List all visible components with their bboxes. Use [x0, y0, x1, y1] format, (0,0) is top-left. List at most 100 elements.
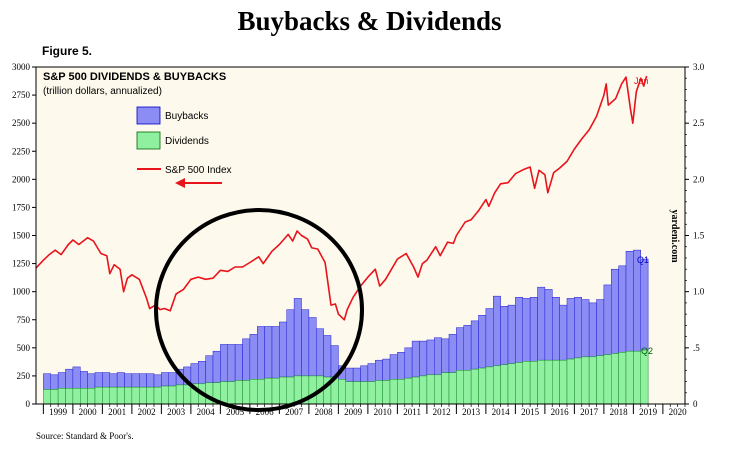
- dividend-bar: [345, 381, 354, 405]
- dividend-bar: [131, 386, 140, 405]
- left-axis-tick-label: 2000: [12, 174, 31, 184]
- dividend-bar: [493, 365, 501, 405]
- dividend-bar: [102, 386, 110, 405]
- buyback-bar: [411, 340, 420, 378]
- buyback-bar: [367, 363, 376, 382]
- dividend-bar: [87, 388, 96, 405]
- buyback-bar: [574, 297, 582, 359]
- dividends-end-label: Q2: [641, 346, 653, 356]
- dividend-bar: [441, 372, 450, 405]
- left-axis: 0 250 500 750 1000 1250 1500 1750 2000 2250 2500 27…: [12, 62, 36, 409]
- legend-arrow-icon: [175, 178, 222, 188]
- left-axis-tick-label: 2750: [12, 90, 31, 100]
- buyback-bar: [50, 374, 59, 390]
- dividend-bar: [456, 370, 464, 405]
- dividend-bar: [234, 380, 243, 405]
- chart-title: S&P 500 DIVIDENDS & BUYBACKS: [43, 71, 226, 83]
- buyback-bar: [249, 334, 258, 380]
- dividend-bar: [57, 388, 66, 405]
- buyback-bar: [109, 373, 118, 388]
- buyback-bar: [544, 289, 553, 361]
- dividend-bar: [72, 388, 81, 405]
- buyback-bar: [139, 373, 147, 388]
- buyback-bar: [566, 298, 575, 360]
- dividend-bar: [65, 388, 74, 405]
- buyback-bar: [581, 299, 590, 358]
- dividend-bar: [419, 375, 428, 405]
- dividend-bar: [279, 376, 287, 405]
- legend: Buybacks Dividends S&P 500 Index: [136, 106, 232, 188]
- buyback-bar: [382, 358, 391, 381]
- buyback-bar: [87, 373, 96, 389]
- right-axis: 0 .5 1.0 1.5 2.0 2.5 3.0: [685, 62, 705, 409]
- buyback-bar: [257, 326, 265, 380]
- highlight-circle: [154, 208, 364, 412]
- x-axis-tick-label: 2009: [344, 407, 363, 417]
- dividend-bar: [352, 381, 361, 405]
- dividend-bar: [552, 359, 560, 405]
- buyback-bar: [552, 297, 560, 361]
- figure-label: Figure 5.: [42, 44, 93, 58]
- buyback-bar: [212, 350, 221, 383]
- dividend-bar: [389, 379, 398, 405]
- buyback-bar: [493, 295, 501, 367]
- buyback-bar: [441, 338, 450, 373]
- x-axis-tick-label: 2010: [374, 407, 393, 417]
- buyback-bar: [271, 326, 280, 379]
- buyback-bar: [94, 372, 103, 388]
- buyback-bar: [603, 284, 612, 355]
- dividend-bar: [625, 350, 634, 405]
- x-axis-tick-label: 2001: [108, 407, 126, 417]
- source-note: Source: Standard & Poor's.: [36, 431, 134, 441]
- buyback-bar: [131, 373, 140, 388]
- right-axis-tick-label: 1.5: [693, 231, 705, 241]
- dividend-bar: [161, 385, 169, 405]
- x-axis-tick-label: 2013: [462, 407, 481, 417]
- buyback-bar: [389, 354, 398, 380]
- dividend-bar: [242, 380, 251, 405]
- left-axis-tick-label: 1500: [12, 231, 31, 241]
- buyback-bar: [124, 373, 133, 388]
- dividend-bar: [537, 359, 546, 405]
- dividend-bar: [522, 361, 531, 405]
- buyback-bar: [286, 309, 295, 378]
- legend-dividends-swatch: [136, 131, 161, 150]
- dividend-bar: [581, 356, 590, 405]
- x-axis-tick-label: 2019: [639, 407, 658, 417]
- buyback-bar: [220, 344, 228, 382]
- dividend-bar: [588, 356, 597, 405]
- buyback-bar: [65, 368, 74, 389]
- dividend-bar: [515, 362, 523, 405]
- x-axis-tick-label: 2006: [256, 407, 275, 417]
- buyback-bar: [448, 334, 457, 373]
- buyback-bar: [419, 340, 428, 377]
- dividend-bar: [596, 355, 605, 405]
- left-axis-tick-label: 1000: [12, 287, 31, 297]
- dividend-bar: [478, 367, 487, 405]
- dividend-bar: [529, 361, 538, 405]
- dividend-bar: [286, 376, 295, 405]
- buyback-bar: [404, 347, 413, 379]
- dividend-bar: [559, 359, 568, 405]
- left-axis-tick-label: 0: [26, 399, 31, 409]
- dividend-bar: [603, 354, 612, 405]
- buyback-bar: [116, 372, 125, 388]
- x-axis-tick-label: 2014: [492, 407, 511, 417]
- buyback-bar: [522, 298, 531, 362]
- dividend-bar: [124, 386, 133, 405]
- buyback-bar: [279, 321, 287, 378]
- buyback-bar: [537, 286, 546, 361]
- buyback-bar: [301, 309, 310, 377]
- watermark: yardeni.com: [669, 209, 680, 263]
- dividend-bar: [146, 386, 155, 405]
- x-axis-tick-label: 2011: [403, 407, 421, 417]
- x-axis-tick-label: 2020: [669, 407, 688, 417]
- buyback-bar: [293, 298, 302, 377]
- index-line: [35, 75, 648, 321]
- dividend-bar: [382, 380, 391, 405]
- dividend-bar: [640, 349, 649, 405]
- right-axis-tick-label: 3.0: [693, 62, 705, 72]
- buyback-bar: [426, 339, 435, 376]
- dividend-bar: [375, 380, 383, 405]
- left-axis-tick-label: 1750: [12, 202, 31, 212]
